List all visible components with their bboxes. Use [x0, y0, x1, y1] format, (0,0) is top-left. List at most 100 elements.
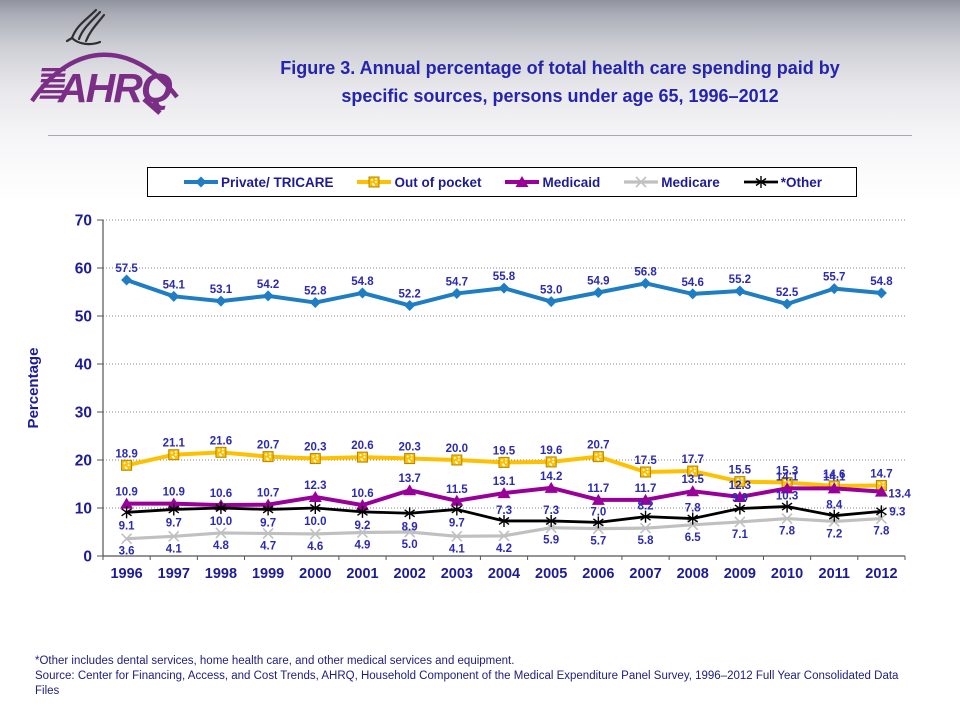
- data-label-oop: 15.3: [776, 466, 798, 478]
- data-label-private: 52.2: [398, 288, 420, 300]
- data-label-oop: 20.3: [398, 442, 420, 454]
- y-tick-label: 20: [75, 453, 92, 470]
- legend-item-other: *Other: [742, 174, 822, 190]
- y-tick-label: 50: [75, 309, 92, 326]
- data-label-other: 9.9: [732, 492, 748, 504]
- data-label-medicare: 5.9: [543, 535, 559, 547]
- data-label-medicaid: 13.7: [398, 473, 420, 485]
- data-label-medicaid: 10.7: [257, 488, 279, 500]
- x-tick-label: 1999: [252, 566, 284, 582]
- footer-notes: *Other includes dental services, home he…: [35, 654, 923, 700]
- data-label-medicaid: 10.6: [210, 488, 232, 500]
- x-tick-label: 2003: [441, 566, 473, 582]
- ahrq-wordmark: AHRQ: [30, 52, 179, 115]
- legend-asterisk-icon: [743, 176, 778, 188]
- data-label-oop: 21.6: [210, 435, 232, 447]
- data-label-oop: 19.6: [540, 445, 562, 457]
- data-label-other: 8.9: [402, 521, 418, 533]
- legend: Private/ TRICARE Out of pocket Medicaid Med…: [147, 167, 857, 197]
- data-label-oop: 21.1: [163, 438, 186, 450]
- page-title: Figure 3. Annual percentage of total hea…: [190, 55, 930, 111]
- data-label-other: 9.7: [260, 517, 276, 529]
- data-label-private: 53.1: [210, 284, 233, 296]
- data-label-medicare: 4.1: [449, 543, 466, 555]
- data-label-medicaid: 10.9: [115, 487, 137, 499]
- x-tick-label: 2004: [488, 566, 520, 582]
- data-label-other: 10.3: [776, 491, 798, 503]
- x-tick-label: 2008: [677, 566, 709, 582]
- data-label-medicaid: 13.1: [493, 476, 516, 488]
- data-label-oop: 18.9: [115, 448, 137, 460]
- legend-label: *Other: [780, 174, 823, 190]
- data-label-medicare: 7.2: [826, 528, 842, 540]
- data-label-private: 57.5: [115, 263, 138, 275]
- x-tick-label: 1996: [110, 566, 142, 582]
- data-label-medicaid: 12.3: [729, 480, 751, 492]
- data-label-private: 54.1: [163, 279, 186, 291]
- y-tick-label: 40: [75, 357, 92, 374]
- data-label-private: 55.7: [823, 272, 845, 284]
- x-tick-label: 2009: [724, 566, 756, 582]
- data-label-other: 8.2: [638, 501, 654, 513]
- footnote-source: Source: Center for Financing, Access, an…: [35, 670, 899, 698]
- data-label-medicare: 7.8: [873, 526, 890, 538]
- data-label-oop: 14.6: [823, 469, 845, 481]
- data-label-medicaid: 10.6: [351, 488, 373, 500]
- series-private: 57.5 54.1 53.1 54.2 52.8 54.8 52.2 54.7 55.8 53.0…: [115, 263, 893, 311]
- legend-square-icon: [357, 176, 392, 188]
- data-label-oop: 20.7: [587, 440, 609, 452]
- data-label-other: 9.2: [354, 520, 370, 532]
- x-tick-label: 2001: [346, 566, 378, 582]
- chart-svg: 0 10 20 30 40 50 60 70 1996 1997 1998 1999 2000 2001 2…: [25, 213, 911, 583]
- x-tick-label: 2007: [629, 566, 661, 582]
- data-label-medicare: 4.9: [354, 539, 370, 551]
- data-label-medicaid: 14.1: [776, 471, 799, 483]
- x-tick-label: 2010: [771, 566, 803, 582]
- legend-xmark-icon: [624, 176, 659, 188]
- data-label-other: 10.0: [304, 516, 326, 528]
- data-label-medicaid: 12.3: [304, 480, 326, 492]
- data-label-oop: 14.7: [870, 468, 892, 480]
- data-label-medicare: 4.6: [307, 541, 323, 553]
- data-label-other: 7.3: [496, 505, 512, 517]
- data-label-medicaid: 10.9: [163, 487, 185, 499]
- x-tick-label: 1997: [158, 566, 190, 582]
- data-label-medicare: 7.1: [732, 529, 749, 541]
- title-line-2: specific sources, persons under age 65, …: [341, 85, 779, 106]
- series-other: 9.1 9.7 10.0 9.7 10.0 9.2 8.9 9.7 7.3 7.3 7.0 8.2 7.…: [119, 491, 906, 534]
- x-tick-label: 2006: [582, 566, 614, 582]
- data-label-private: 54.7: [446, 276, 468, 288]
- data-label-medicare: 3.6: [119, 546, 135, 558]
- data-label-medicaid: 14.2: [540, 471, 562, 483]
- data-label-medicare: 7.8: [779, 526, 796, 538]
- data-label-oop: 19.5: [493, 445, 516, 457]
- legend-diamond-icon: [183, 176, 218, 188]
- legend-label: Private/ TRICARE: [220, 174, 334, 190]
- ahrq-logo: AHRQ: [28, 4, 198, 119]
- data-label-other: 7.0: [590, 506, 606, 518]
- data-label-other: 9.7: [449, 517, 465, 529]
- data-label-oop: 17.7: [682, 454, 704, 466]
- data-label-other: 9.7: [166, 517, 182, 529]
- data-label-medicare: 4.1: [166, 543, 183, 555]
- y-tick-label: 10: [75, 501, 92, 518]
- data-label-private: 54.9: [587, 275, 609, 287]
- data-label-private: 53.0: [540, 285, 562, 297]
- data-label-medicaid: 13.4: [888, 489, 911, 501]
- title-line-1: Figure 3. Annual percentage of total hea…: [280, 58, 840, 78]
- legend-label: Medicare: [661, 174, 720, 190]
- x-tick-label: 1998: [205, 566, 237, 582]
- data-label-medicare: 4.8: [213, 540, 230, 552]
- series-oop: 18.9 21.1 21.6 20.7 20.3 20.6 20.3 20.0 19.5 19.6…: [115, 435, 893, 492]
- data-label-other: 7.3: [543, 505, 559, 517]
- legend-label: Medicaid: [542, 174, 601, 190]
- data-label-oop: 20.3: [304, 442, 326, 454]
- footnote-other: *Other includes dental services, home he…: [35, 655, 515, 667]
- data-label-medicare: 4.7: [260, 540, 276, 552]
- legend-item-medicaid: Medicaid: [503, 174, 600, 190]
- y-tick-label: 30: [75, 405, 92, 422]
- x-tick-label: 2012: [865, 566, 897, 582]
- data-label-medicaid: 11.5: [446, 484, 468, 496]
- legend-item-oop: Out of pocket: [355, 174, 481, 190]
- x-tick-label: 2005: [535, 566, 567, 582]
